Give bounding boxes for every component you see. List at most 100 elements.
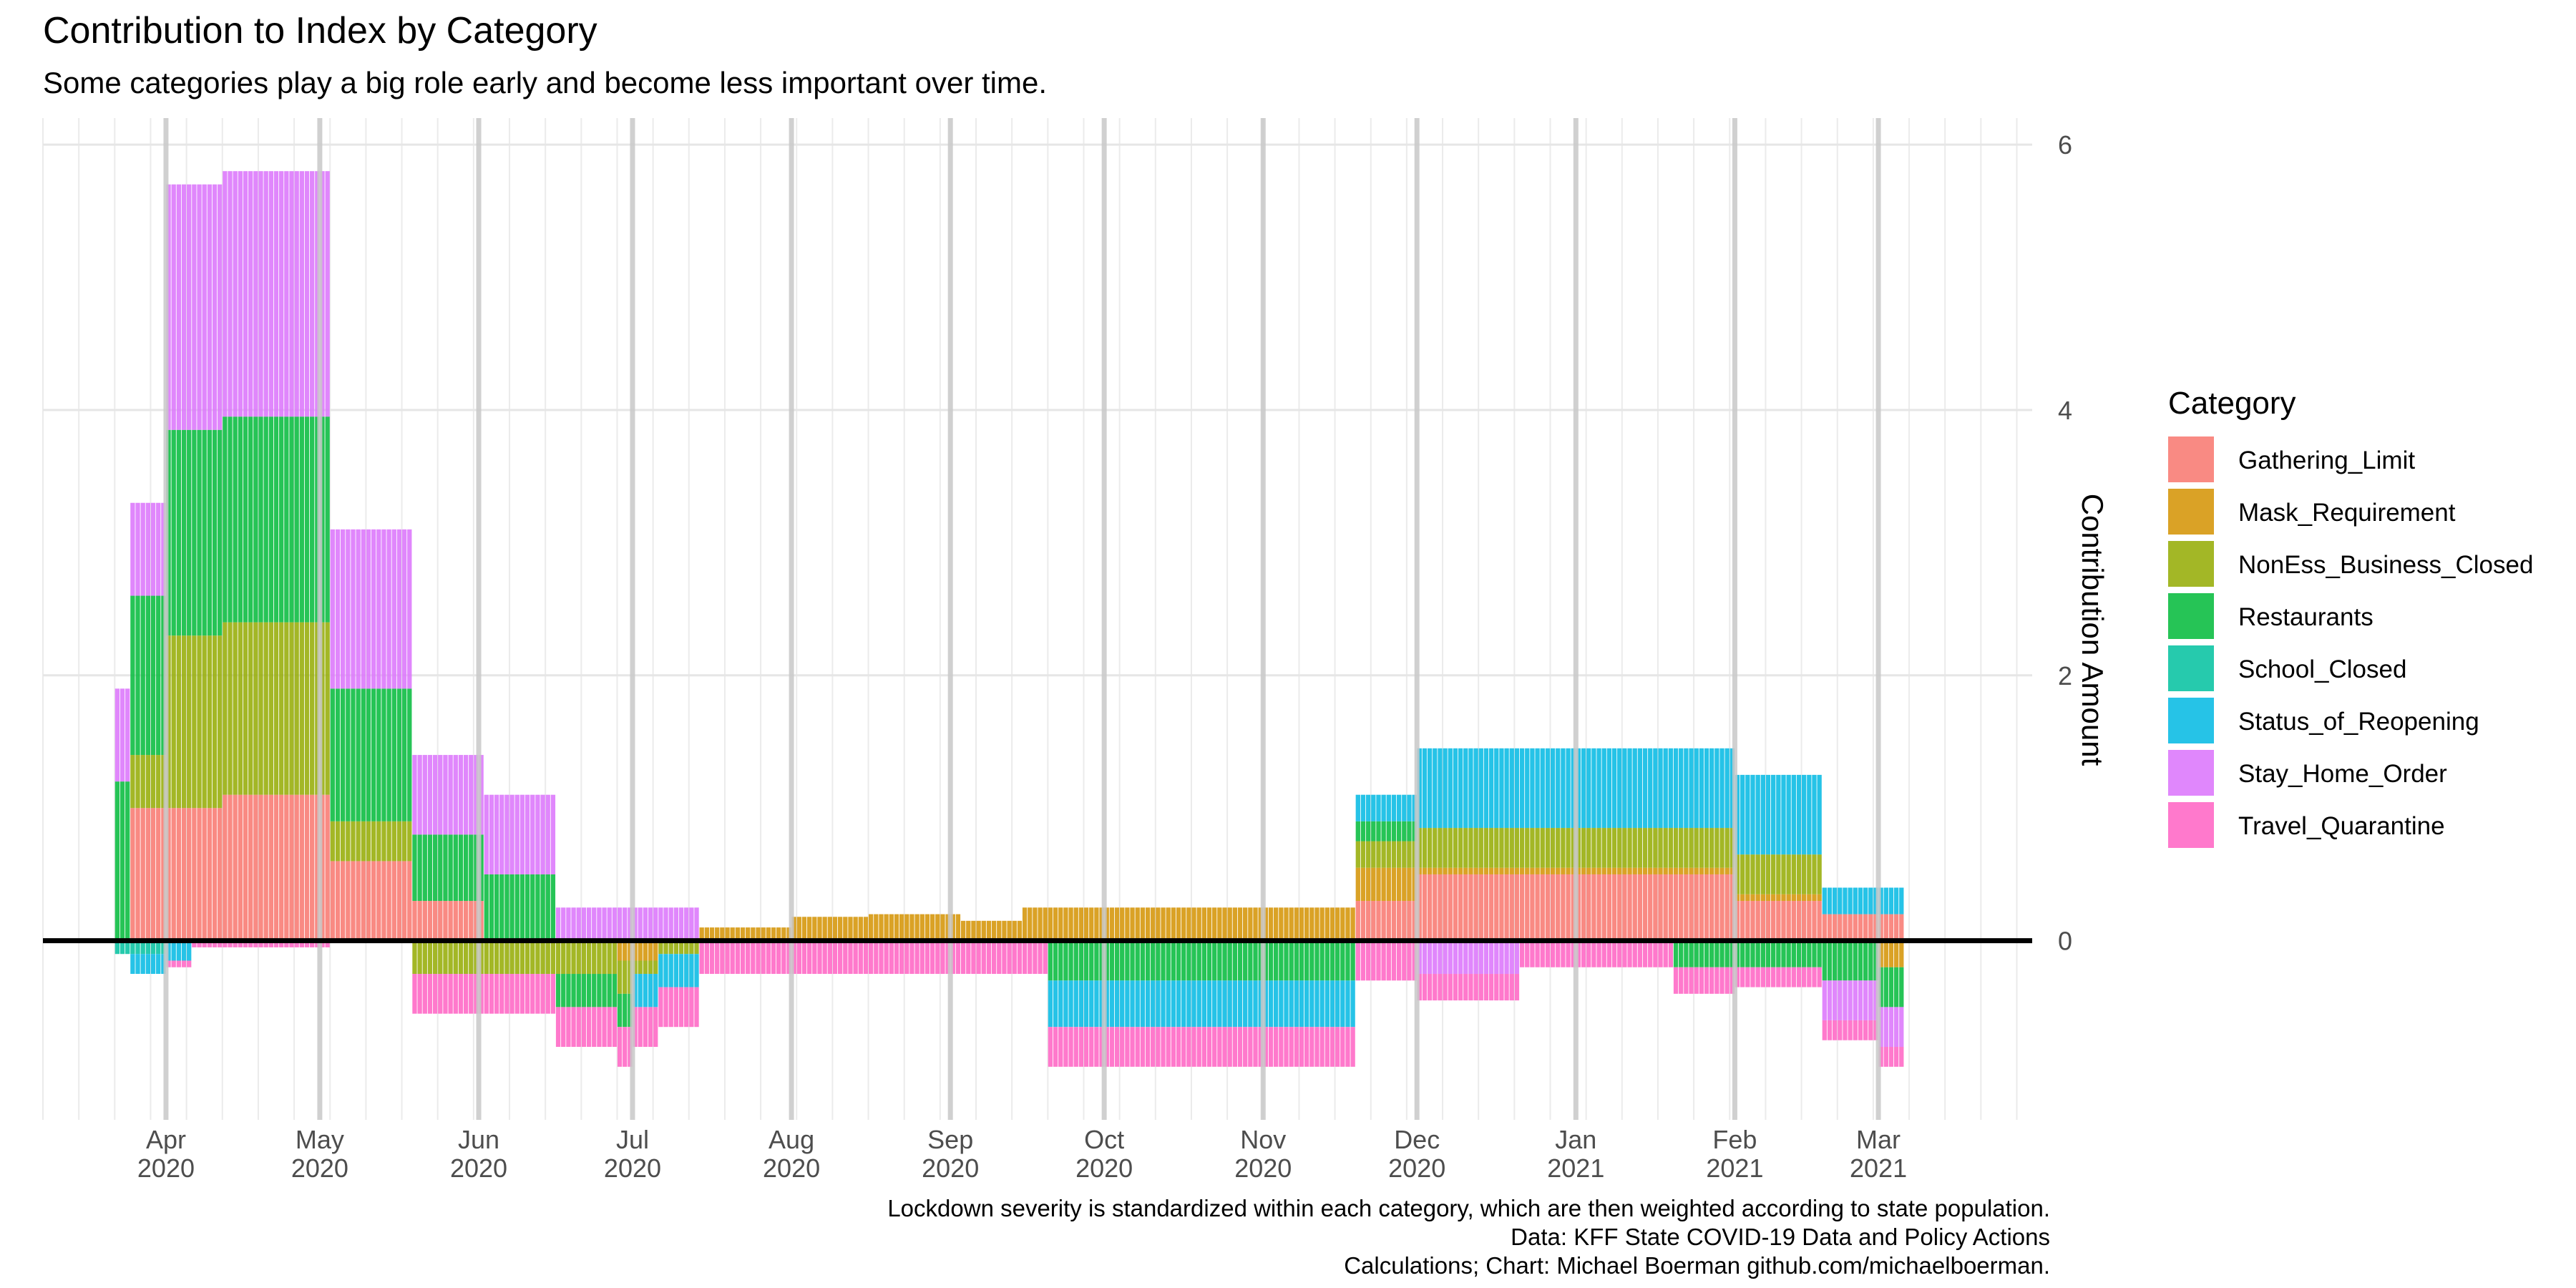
bar-segment [1135,1027,1140,1067]
bar-segment [1561,828,1566,868]
bar-segment [1217,980,1222,1028]
bar-segment [1556,748,1561,829]
bar-segment [1719,748,1724,829]
bar-segment [346,688,351,821]
bar-segment [1606,940,1612,967]
bar-segment [1330,1027,1335,1067]
bar-segment [273,794,279,941]
bar-segment [837,940,843,975]
bar-segment [391,688,396,821]
bar-segment [663,987,668,1028]
bar-segment [1360,841,1366,868]
bar-segment [1684,940,1689,967]
bar-segment [1668,867,1674,874]
bar-segment [1729,940,1735,967]
bar-segment [396,688,402,821]
bar-segment [1407,867,1412,902]
bar-segment [1448,828,1453,868]
bar-segment [171,184,176,430]
bar-segment [1673,967,1679,994]
bar-segment [140,940,145,955]
bar-segment [1694,967,1699,994]
bar-segment [617,940,623,961]
bar-segment [479,974,484,1014]
bar-segment [197,808,202,941]
bar-segment [325,794,330,941]
bar-segment [1868,980,1873,1020]
bar-segment [1694,867,1699,874]
bar-segment [1058,1027,1063,1067]
bar-segment [1365,821,1371,841]
bar-segment [1504,748,1509,829]
bar-segment [1468,874,1473,941]
bar-segment [401,861,407,941]
bar-segment [156,940,161,955]
bar-segment [1679,748,1684,829]
bar-segment [407,688,412,821]
legend-swatch [2168,802,2214,848]
bar-segment [1463,828,1468,868]
bar-segment [171,808,176,941]
bar-segment [571,974,576,1008]
bar-segment [161,808,166,941]
bar-segment [1658,867,1663,874]
bar-segment [730,927,735,941]
bar-segment [971,920,976,941]
bar-segment [1571,828,1576,868]
bar-segment [1099,980,1104,1028]
bar-segment [119,781,125,941]
bar-segment [1145,1027,1151,1067]
bar-segment [145,502,151,596]
bar-segment [628,993,633,1028]
bar-segment [1448,867,1453,874]
bar-segment [904,914,909,941]
bar-segment [176,635,182,809]
bar-segment [119,940,125,955]
x-axis: Apr2020May2020Jun2020Jul2020Aug2020Sep20… [137,1125,1907,1183]
bar-segment [576,907,581,941]
bar-segment [1648,748,1653,829]
bar-segment [1653,867,1658,874]
bar-segment [1499,828,1504,868]
bar-segment [1002,920,1007,941]
bar-segment [514,874,519,941]
bar-segment [1109,980,1115,1028]
y-tick-label: 6 [2058,130,2072,160]
bar-segment [238,416,243,623]
bar-segment [1381,794,1386,821]
bar-segment [401,821,407,862]
bar-segment [1201,1027,1207,1067]
bar-segment [1576,748,1581,829]
bar-segment [1253,980,1258,1028]
bar-segment [1135,907,1140,941]
bar-segment [166,960,171,967]
bar-segment [1340,1027,1345,1067]
bar-segment [771,940,776,975]
bar-segment [361,821,366,862]
bar-segment [223,171,228,417]
bar-segment [673,954,679,987]
bar-segment [1796,967,1802,987]
bar-segment [1458,748,1463,829]
bar-segment [1591,748,1596,829]
bar-segment [1330,907,1335,941]
bar-segment [432,834,438,902]
bar-segment [273,940,279,947]
bar-segment [581,940,587,975]
bar-segment [1796,774,1802,855]
bar-segment [612,1007,618,1048]
bar-segment [1545,748,1551,829]
bar-segment [1340,940,1345,981]
bar-segment [1417,828,1422,868]
bar-segment [422,974,427,1014]
bar-segment [1386,841,1391,868]
bar-segment [1324,907,1330,941]
bar-segment [1832,940,1838,981]
bar-segment [1161,907,1166,941]
bar-segment [1581,748,1586,829]
bar-segment [1827,1020,1833,1040]
bar-segment [279,416,284,623]
bar-segment [668,954,673,987]
bar-segment [335,821,341,862]
bar-segment [279,940,284,947]
